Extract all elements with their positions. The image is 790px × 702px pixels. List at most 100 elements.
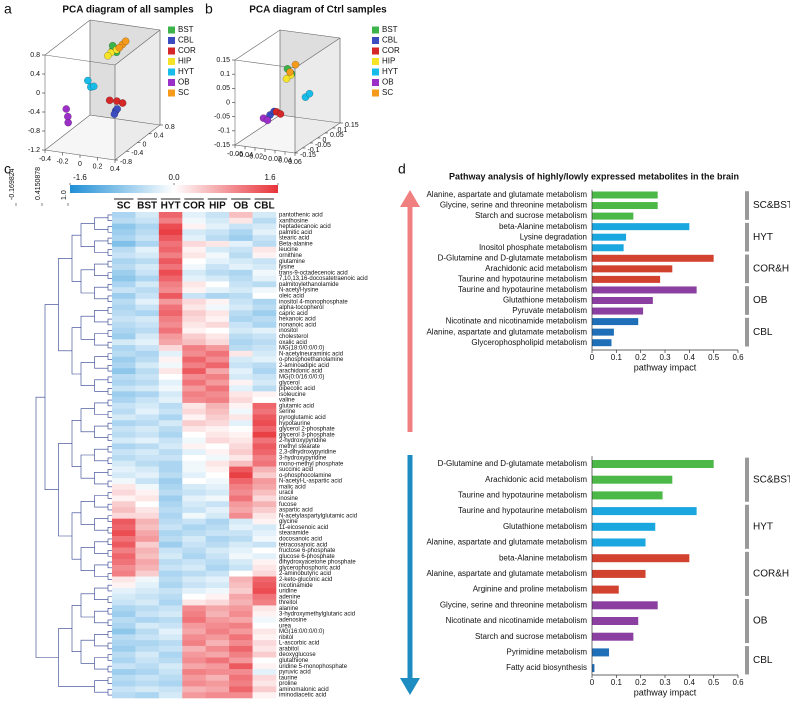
heat-cell — [182, 455, 207, 462]
bar — [592, 318, 639, 326]
legend-swatch — [372, 68, 379, 76]
heat-cell — [135, 576, 160, 583]
heat-cell — [252, 327, 277, 334]
heat-cell — [112, 489, 136, 496]
heat-cell — [112, 634, 136, 641]
heat-cell — [112, 570, 136, 577]
heat-cell — [252, 345, 277, 352]
row-label: aspartic acid — [279, 508, 313, 514]
heat-cell — [158, 605, 183, 612]
heat-cell — [135, 356, 160, 363]
dendrogram-branch — [107, 503, 112, 511]
legend-label: BST — [382, 25, 398, 34]
bar — [592, 328, 614, 336]
heat-cell — [112, 512, 136, 519]
heat-cell — [205, 692, 230, 699]
dendrogram-branch — [107, 631, 112, 638]
heat-cell — [158, 570, 183, 577]
heat-cell — [252, 420, 277, 427]
bar — [592, 191, 658, 199]
box-edge — [44, 54, 116, 66]
heat-cell — [135, 651, 160, 658]
heat-cell — [229, 258, 253, 265]
heat-cell — [182, 605, 207, 612]
dendrogram-branch — [107, 550, 112, 557]
heat-cell — [135, 663, 160, 670]
dendrogram-branch — [80, 408, 95, 433]
row-label: 2-aminoadipic acid — [279, 363, 329, 369]
heat-cell — [205, 269, 230, 276]
heat-cell — [229, 269, 253, 276]
heat-cell — [252, 536, 277, 543]
heat-cell — [135, 426, 160, 433]
down-arrow-head — [400, 678, 420, 695]
heat-cell — [182, 495, 207, 502]
heat-cell — [205, 310, 230, 317]
row-label: pipecolic acid — [279, 386, 315, 392]
heat-cell — [135, 686, 160, 693]
heat-cell — [158, 339, 183, 346]
heat-cell — [205, 229, 230, 236]
heat-cell — [229, 466, 253, 473]
heat-cell — [158, 246, 183, 253]
row-label: 3-hydroxypyridine — [279, 455, 327, 461]
dendrogram-branch — [80, 362, 95, 386]
heat-cell — [205, 293, 230, 300]
heat-cell — [158, 321, 183, 329]
x-tick-label: 0 — [590, 678, 595, 687]
heat-cell — [112, 240, 136, 248]
dendrogram-branch — [107, 665, 112, 673]
heat-cell — [229, 455, 253, 462]
heat-cell — [158, 402, 183, 410]
heat-cell — [112, 582, 136, 589]
heat-cell — [135, 402, 160, 410]
heat-cell — [112, 692, 136, 699]
group-bracket — [745, 191, 749, 220]
column-label: BST — [137, 201, 157, 212]
heat-cell — [252, 264, 277, 271]
bar — [592, 617, 639, 625]
bar-label: Glutathione metabolism — [503, 296, 587, 305]
dendrogram-branch — [107, 260, 112, 268]
dendrogram-branch — [107, 527, 112, 534]
heat-cell — [135, 321, 160, 329]
heat-cell — [182, 541, 207, 548]
heat-cell — [182, 634, 207, 641]
heat-cell — [229, 588, 253, 595]
group-bracket — [745, 317, 749, 347]
heat-cell — [112, 640, 136, 647]
heat-cell — [252, 333, 277, 340]
heat-cell — [229, 235, 253, 242]
row-label: 3-hydroxymethylglutaric acid — [279, 612, 355, 618]
heat-cell — [135, 229, 160, 236]
heat-cell — [182, 281, 207, 288]
row-label: oxalic acid — [279, 340, 307, 346]
heat-cell — [112, 559, 136, 566]
heat-cell — [229, 275, 253, 282]
heat-cell — [229, 229, 253, 236]
heat-cell — [182, 582, 207, 589]
heat-cell — [252, 350, 277, 357]
heat-cell — [135, 564, 160, 572]
heat-cell — [252, 212, 277, 219]
heat-cell — [158, 420, 183, 427]
heat-cell — [182, 304, 207, 311]
heat-cell — [158, 374, 183, 381]
y-tick-label: 0.1 — [338, 127, 348, 134]
heat-cell — [182, 235, 207, 242]
panel-title: Pathway analysis of highly/lowly express… — [449, 171, 739, 181]
group-label: OB — [753, 295, 768, 306]
group-label: HYT — [753, 232, 773, 243]
heat-cell — [182, 287, 207, 294]
heat-cell — [205, 512, 230, 519]
heat-cell — [205, 212, 230, 219]
heat-cell — [135, 339, 160, 346]
heat-cell — [229, 628, 253, 635]
heat-cell — [135, 223, 160, 230]
heat-cell — [158, 564, 183, 572]
heat-cell — [135, 368, 160, 375]
bar-label: Pyrimidine metabolism — [507, 648, 588, 657]
heat-cell — [229, 431, 253, 438]
bar-label: beta-Alanine metabolism — [499, 222, 587, 231]
heat-cell — [112, 617, 136, 624]
